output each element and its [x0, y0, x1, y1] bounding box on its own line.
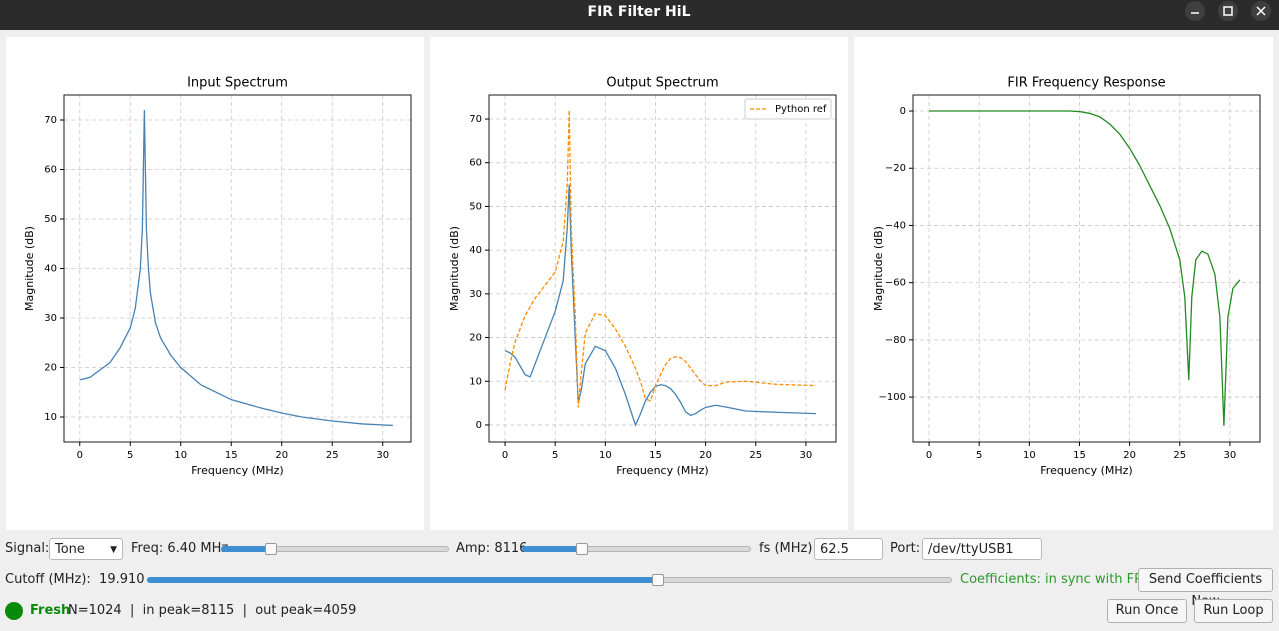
fs-input[interactable]: 62.5: [814, 538, 883, 560]
y-tick-label: −20: [885, 163, 906, 174]
y-axis-label: Magnitude (dB): [23, 226, 36, 311]
maximize-button[interactable]: [1218, 1, 1238, 21]
run-loop-button[interactable]: Run Loop: [1194, 599, 1273, 623]
y-tick-label: 60: [469, 158, 482, 169]
x-tick-label: 15: [225, 450, 238, 461]
y-tick-label: 30: [44, 313, 57, 324]
y-axis-label: Magnitude (dB): [448, 226, 461, 311]
close-icon: [1256, 6, 1266, 16]
cutoff-slider-handle[interactable]: [652, 574, 664, 586]
y-tick-label: 0: [900, 106, 906, 117]
status-word: Fresh: [30, 603, 71, 618]
x-tick-label: 30: [376, 450, 389, 461]
freq-slider-fill: [221, 546, 271, 552]
amp-slider-fill: [522, 546, 582, 552]
x-tick-label: 10: [174, 450, 187, 461]
x-tick-label: 20: [1123, 450, 1136, 461]
run-once-button[interactable]: Run Once: [1107, 599, 1187, 623]
status-text: N=1024 | in peak=8115 | out peak=4059: [68, 603, 357, 618]
y-tick-label: 0: [476, 420, 482, 431]
data-line: [79, 110, 393, 427]
signal-value: Tone: [55, 542, 85, 557]
chart-title: Output Spectrum: [606, 76, 718, 91]
x-tick-label: 30: [1224, 450, 1237, 461]
amp-label: Amp: 8116: [456, 541, 528, 556]
x-tick-label: 25: [749, 450, 762, 461]
x-axis-label: Frequency (MHz): [191, 464, 283, 477]
x-tick-label: 0: [502, 450, 508, 461]
data-line: [929, 110, 1241, 426]
plot-panel: [6, 37, 424, 530]
chart-title: FIR Frequency Response: [1007, 76, 1165, 91]
signal-select[interactable]: Tone ▼: [49, 538, 123, 560]
axes-frame: [488, 94, 837, 443]
y-tick-label: −40: [885, 220, 906, 231]
x-tick-label: 25: [1173, 450, 1186, 461]
dropdown-arrow: ▼: [110, 545, 117, 555]
y-tick-label: 60: [44, 164, 57, 175]
y-tick-label: 50: [469, 201, 482, 212]
signal-label: Signal:: [5, 541, 50, 556]
minimize-button[interactable]: [1185, 1, 1205, 21]
freq-slider-handle[interactable]: [265, 543, 277, 555]
window-title: FIR Filter HiL: [588, 4, 691, 20]
maximize-icon: [1223, 6, 1233, 16]
y-tick-label: 40: [469, 245, 482, 256]
status-indicator: [5, 602, 23, 620]
amp-slider-handle[interactable]: [576, 543, 588, 555]
data-line: [504, 110, 816, 408]
y-tick-label: 10: [469, 376, 482, 387]
x-tick-label: 25: [326, 450, 339, 461]
x-tick-label: 5: [127, 450, 133, 461]
axes-frame: [63, 94, 412, 443]
y-tick-label: 50: [44, 214, 57, 225]
x-tick-label: 20: [699, 450, 712, 461]
chart-title: Input Spectrum: [187, 76, 288, 91]
y-axis-label: Magnitude (dB): [872, 226, 885, 311]
x-tick-label: 10: [599, 450, 612, 461]
port-label: Port:: [890, 541, 921, 556]
y-tick-label: 70: [44, 115, 57, 126]
y-tick-label: 70: [469, 114, 482, 125]
charts-area: FIR Filter HiL Input Spectrum Frequency (…: [0, 0, 1279, 530]
legend-box: [744, 98, 832, 120]
data-line: [504, 184, 816, 427]
cutoff-label: Cutoff (MHz): 19.910: [5, 572, 145, 587]
coeff-status: Coefficients: in sync with FPGA: [960, 572, 1161, 587]
x-tick-label: 0: [77, 450, 83, 461]
y-tick-label: 40: [44, 264, 57, 275]
y-tick-label: 10: [44, 412, 57, 423]
x-tick-label: 30: [800, 450, 813, 461]
x-tick-label: 0: [926, 450, 932, 461]
y-tick-label: −60: [885, 278, 906, 289]
send-coefficients-button[interactable]: Send Coefficients Now: [1138, 568, 1273, 609]
cutoff-slider-fill: [147, 577, 658, 583]
axes-frame: [912, 94, 1261, 443]
x-tick-label: 5: [552, 450, 558, 461]
fs-label: fs (MHz):: [759, 541, 817, 556]
y-tick-label: 20: [469, 333, 482, 344]
freq-label: Freq: 6.40 MHz: [131, 541, 229, 556]
y-tick-label: −80: [885, 335, 906, 346]
x-axis-label: Frequency (MHz): [616, 464, 708, 477]
legend-label: Python ref: [775, 104, 827, 115]
port-input[interactable]: /dev/ttyUSB1: [922, 538, 1042, 560]
x-axis-label: Frequency (MHz): [1040, 464, 1132, 477]
x-tick-label: 15: [1073, 450, 1086, 461]
y-tick-label: 30: [469, 289, 482, 300]
x-tick-label: 15: [649, 450, 662, 461]
x-tick-label: 20: [275, 450, 288, 461]
y-tick-label: −100: [879, 392, 906, 403]
title-bar: [0, 0, 1279, 30]
plot-panel: [854, 37, 1273, 530]
x-tick-label: 5: [976, 450, 982, 461]
y-tick-label: 20: [44, 363, 57, 374]
x-tick-label: 10: [1023, 450, 1036, 461]
